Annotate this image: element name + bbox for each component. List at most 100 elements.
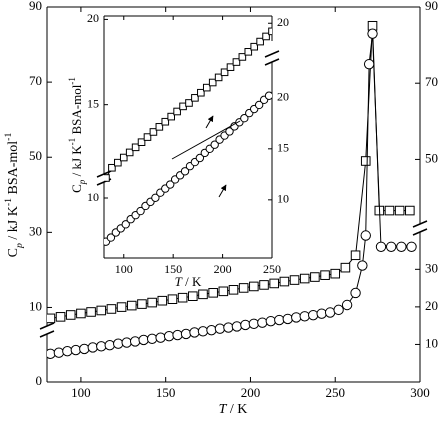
x-tick-label: 250 bbox=[325, 385, 345, 400]
label-part: p bbox=[77, 179, 87, 185]
label-part: -1 bbox=[3, 198, 14, 206]
circle-marker bbox=[265, 315, 276, 327]
square-marker bbox=[104, 174, 110, 182]
y-tick-label: 30 bbox=[29, 223, 42, 238]
circle-marker bbox=[254, 100, 264, 110]
square-marker bbox=[116, 302, 127, 312]
square-marker bbox=[173, 107, 181, 116]
square-marker bbox=[177, 292, 188, 303]
square-marker bbox=[238, 283, 249, 293]
square-marker bbox=[191, 94, 199, 102]
label-part: / K bbox=[182, 274, 202, 289]
label-part: BSA-mol bbox=[69, 84, 84, 137]
circle-marker bbox=[87, 342, 98, 353]
square-marker bbox=[197, 88, 205, 97]
y-tick-label: 20 bbox=[87, 11, 99, 25]
square-marker bbox=[360, 156, 371, 166]
circle-marker bbox=[406, 241, 417, 252]
y-tick-label: 10 bbox=[29, 298, 42, 313]
arrow bbox=[218, 184, 227, 198]
label-part: -1 bbox=[67, 138, 77, 146]
y2-tick-label: 10 bbox=[425, 335, 438, 350]
square-marker bbox=[106, 304, 117, 314]
square-marker bbox=[126, 300, 137, 311]
circle-marker bbox=[257, 317, 268, 328]
square-marker bbox=[262, 32, 270, 41]
circle-marker bbox=[206, 324, 217, 336]
square-marker bbox=[119, 153, 128, 162]
y-tick-label: 10 bbox=[87, 190, 99, 204]
circle-marker bbox=[146, 333, 158, 345]
label-part: p bbox=[14, 243, 25, 249]
square-marker bbox=[185, 99, 193, 107]
label-part: BSA-mol bbox=[6, 141, 21, 198]
circle-marker bbox=[129, 336, 141, 347]
inset-plot: 100 150 200 250 10 15 20 10 15 20 20 T / K Cp / kJ K… bbox=[67, 11, 289, 289]
square-marker bbox=[299, 273, 310, 284]
x-tick-label: 150 bbox=[164, 262, 182, 276]
x-tick-label: 250 bbox=[263, 262, 281, 276]
square-marker bbox=[320, 270, 330, 280]
circle-marker bbox=[333, 304, 344, 316]
y2-tick-label: 90 bbox=[425, 0, 438, 13]
axis-break bbox=[96, 170, 112, 178]
square-marker bbox=[350, 250, 361, 261]
y2-tick-label: 30 bbox=[425, 260, 438, 275]
circle-marker bbox=[189, 327, 200, 338]
circle-marker bbox=[121, 337, 132, 348]
y-tick-label: 90 bbox=[29, 0, 42, 13]
square-marker bbox=[147, 297, 157, 308]
square-marker bbox=[256, 37, 264, 46]
circle-marker bbox=[360, 230, 371, 241]
square-marker bbox=[208, 288, 218, 298]
circle-marker bbox=[223, 322, 234, 333]
circle-marker bbox=[151, 193, 160, 202]
y2-tick-label: 20 bbox=[277, 90, 289, 104]
label-part: C bbox=[69, 184, 84, 193]
y2-tick-label: 10 bbox=[277, 192, 289, 206]
y2-tick-label: 20 bbox=[277, 15, 289, 29]
square-marker bbox=[157, 295, 168, 306]
circle-marker bbox=[166, 180, 175, 189]
y-axis-label: Cp / kJ K-1 BSA-mol-1 bbox=[67, 77, 87, 193]
x-tick-label: 150 bbox=[156, 385, 176, 400]
x-axis-label: T / K bbox=[175, 274, 202, 289]
circle-marker bbox=[357, 260, 368, 271]
circle-marker bbox=[121, 220, 130, 229]
label-part: / kJ K bbox=[6, 206, 21, 243]
x-tick-label: 200 bbox=[241, 385, 261, 400]
circle-marker bbox=[53, 347, 65, 358]
square-marker bbox=[161, 117, 170, 126]
square-marker bbox=[394, 205, 405, 216]
circle-marker bbox=[138, 334, 149, 346]
label-part: C bbox=[6, 248, 21, 257]
circle-marker bbox=[106, 233, 116, 242]
circle-marker bbox=[350, 287, 361, 299]
circle-marker bbox=[62, 346, 73, 357]
square-marker bbox=[232, 58, 241, 66]
square-marker bbox=[289, 275, 300, 285]
circle-marker bbox=[307, 309, 319, 321]
circle-marker bbox=[214, 323, 226, 334]
square-marker bbox=[340, 262, 351, 273]
square-marker bbox=[114, 158, 122, 167]
square-marker bbox=[55, 312, 66, 322]
square-marker bbox=[131, 143, 140, 152]
circle-marker bbox=[240, 114, 249, 123]
circle-marker bbox=[155, 332, 166, 343]
square-marker bbox=[86, 307, 96, 317]
label-part: / K bbox=[226, 402, 247, 417]
square-marker bbox=[310, 272, 320, 282]
y2-tick-label: 50 bbox=[425, 150, 438, 165]
circle-marker bbox=[396, 241, 407, 252]
circle-marker bbox=[367, 28, 378, 39]
fit-line bbox=[171, 120, 241, 160]
square-marker bbox=[198, 289, 208, 300]
circle-marker bbox=[341, 299, 353, 311]
square-marker bbox=[155, 123, 164, 131]
circle-marker bbox=[231, 321, 243, 332]
square-marker bbox=[76, 308, 86, 319]
square-marker bbox=[108, 163, 116, 172]
circle-marker bbox=[210, 140, 219, 149]
